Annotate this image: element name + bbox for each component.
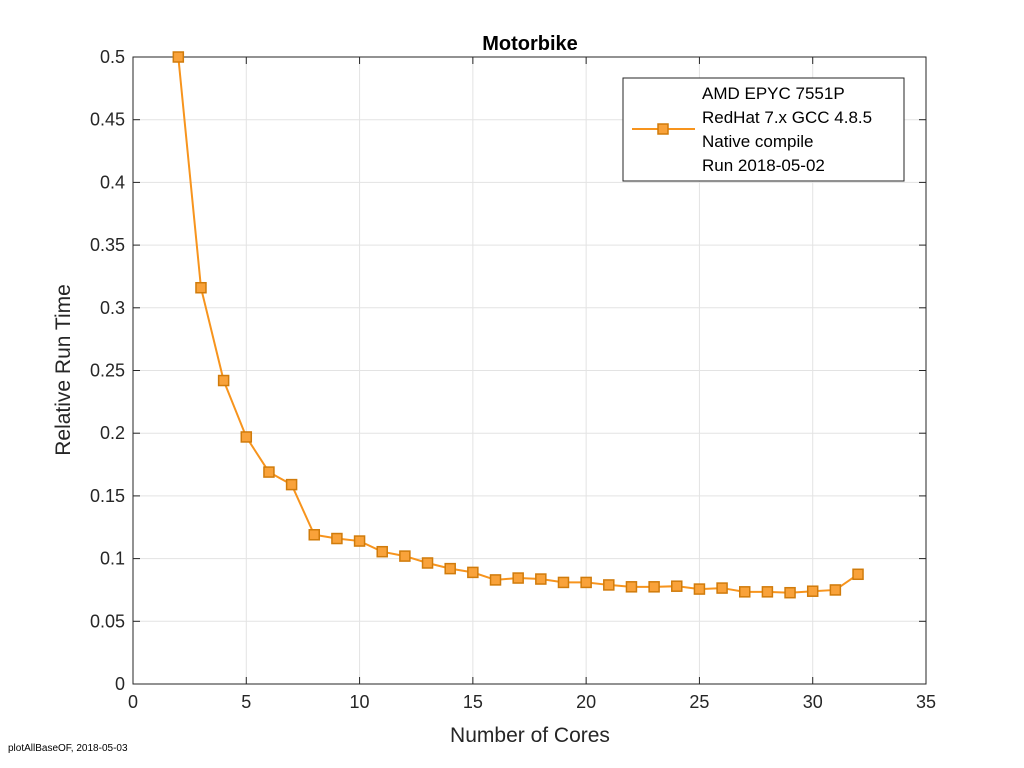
x-tick-label: 15 xyxy=(463,692,483,712)
y-tick-label: 0.4 xyxy=(100,172,125,192)
legend-line-1: AMD EPYC 7551P xyxy=(702,84,845,103)
data-point xyxy=(512,572,524,584)
y-tick-label: 0.35 xyxy=(90,235,125,255)
chart-title: Motorbike xyxy=(482,33,578,55)
y-tick-label: 0.5 xyxy=(100,47,125,67)
data-point xyxy=(489,574,502,586)
legend-line-4: Run 2018-05-02 xyxy=(702,156,825,175)
legend: AMD EPYC 7551P RedHat 7.x GCC 4.8.5 Nati… xyxy=(622,77,905,182)
data-point xyxy=(285,478,298,491)
x-tick-label: 0 xyxy=(128,692,138,712)
x-axis-label: Number of Cores xyxy=(450,724,610,747)
data-point xyxy=(693,583,706,595)
data-point xyxy=(716,582,728,594)
data-point xyxy=(852,568,864,581)
y-tick-label: 0.05 xyxy=(90,611,125,631)
data-point xyxy=(240,431,253,443)
data-point xyxy=(535,573,547,585)
legend-line-2: RedHat 7.x GCC 4.8.5 xyxy=(702,108,872,127)
x-tick-label: 5 xyxy=(241,692,251,712)
legend-marker-icon xyxy=(657,123,669,135)
data-point xyxy=(467,566,479,579)
data-point xyxy=(603,579,615,591)
data-point xyxy=(353,535,366,547)
data-point xyxy=(399,550,411,562)
data-point xyxy=(331,532,343,545)
data-point xyxy=(806,585,819,597)
data-point xyxy=(625,581,638,593)
y-tick-label: 0.2 xyxy=(100,423,125,443)
footer-note: plotAllBaseOF, 2018-05-03 xyxy=(8,743,128,754)
data-point xyxy=(172,51,185,63)
ticks: 0 5 10 15 20 25 30 35 0 0.05 0.1 0.15 0.2 0.25 0.3 0.35… xyxy=(90,47,936,712)
y-tick-label: 0.3 xyxy=(100,298,125,318)
data-point xyxy=(648,581,660,593)
data-point xyxy=(761,586,774,598)
x-tick-label: 25 xyxy=(689,692,709,712)
data-point xyxy=(195,281,207,294)
data-point xyxy=(263,466,275,478)
data-point xyxy=(217,374,230,387)
legend-line-3: Native compile xyxy=(702,132,814,151)
x-tick-label: 10 xyxy=(350,692,370,712)
y-axis-label: Relative Run Time xyxy=(52,284,75,456)
data-point xyxy=(557,576,570,589)
data-point xyxy=(421,557,434,569)
x-tick-label: 35 xyxy=(916,692,936,712)
data-point xyxy=(829,584,842,596)
data-point xyxy=(444,562,456,575)
y-tick-label: 0.15 xyxy=(90,486,125,506)
x-tick-label: 20 xyxy=(576,692,596,712)
series xyxy=(172,51,864,599)
data-point xyxy=(308,529,321,541)
x-tick-label: 30 xyxy=(803,692,823,712)
y-tick-label: 0.1 xyxy=(100,549,125,569)
data-point xyxy=(784,586,796,599)
y-tick-label: 0.25 xyxy=(90,361,125,381)
y-tick-label: 0.45 xyxy=(90,110,125,130)
data-point xyxy=(671,580,683,592)
data-point xyxy=(580,576,592,589)
y-tick-label: 0 xyxy=(115,674,125,694)
data-point xyxy=(376,545,388,558)
data-point xyxy=(738,586,751,598)
